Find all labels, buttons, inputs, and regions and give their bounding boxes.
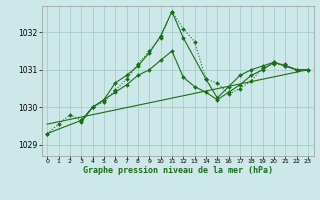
- X-axis label: Graphe pression niveau de la mer (hPa): Graphe pression niveau de la mer (hPa): [83, 166, 273, 175]
